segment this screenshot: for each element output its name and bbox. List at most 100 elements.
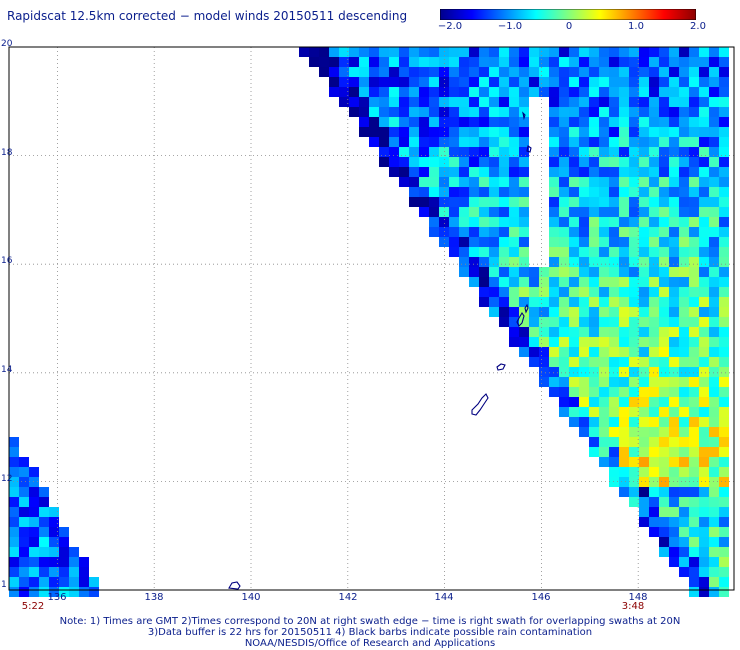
- swath-cell: [689, 577, 699, 587]
- swath-cell: [599, 217, 609, 227]
- swath-cell: [559, 397, 569, 407]
- swath-cell: [659, 57, 669, 67]
- swath-cell: [689, 147, 699, 157]
- swath-cell: [499, 107, 509, 117]
- swath-cell: [709, 477, 719, 487]
- swath-cell: [719, 247, 729, 257]
- swath-cell: [599, 47, 609, 57]
- swath-cell: [609, 167, 619, 177]
- swath-cell: [519, 257, 529, 267]
- swath-cell: [629, 107, 639, 117]
- swath-cell: [309, 57, 319, 67]
- swath-cell: [709, 457, 719, 467]
- swath-cell: [709, 397, 719, 407]
- swath-cell: [709, 197, 719, 207]
- swath-cell: [19, 457, 29, 467]
- swath-cell: [509, 327, 519, 337]
- swath-cell: [599, 247, 609, 257]
- swath-cell: [519, 277, 529, 287]
- swath-cell: [39, 517, 49, 527]
- swath-cell: [679, 367, 689, 377]
- swath-cell: [709, 157, 719, 167]
- swath-cell: [589, 47, 599, 57]
- swath-cell: [439, 77, 449, 87]
- swath-cell: [719, 107, 729, 117]
- swath-cell: [469, 197, 479, 207]
- swath-cell: [549, 97, 559, 107]
- swath-cell: [699, 307, 709, 317]
- swath-cell: [539, 287, 549, 297]
- swath-cell: [29, 497, 39, 507]
- swath-cell: [659, 327, 669, 337]
- colorbar-label-neg2: −2.0: [437, 21, 463, 32]
- swath-cell: [579, 407, 589, 417]
- swath-cell: [649, 187, 659, 197]
- swath-cell: [489, 277, 499, 287]
- swath-cell: [609, 387, 619, 397]
- swath-cell: [649, 87, 659, 97]
- swath-cell: [49, 537, 59, 547]
- swath-cell: [19, 467, 29, 477]
- swath-cell: [509, 137, 519, 147]
- swath-cell: [509, 247, 519, 257]
- swath-cell: [589, 57, 599, 67]
- swath-cell: [9, 567, 19, 577]
- swath-cell: [489, 107, 499, 117]
- swath-cell: [449, 47, 459, 57]
- swath-cell: [399, 87, 409, 97]
- swath-cell: [569, 167, 579, 177]
- swath-cell: [469, 257, 479, 267]
- swath-cell: [39, 567, 49, 577]
- swath-cell: [609, 367, 619, 377]
- swath-cell: [709, 407, 719, 417]
- swath-cell: [619, 457, 629, 467]
- swath-cell: [469, 67, 479, 77]
- swath-cell: [509, 67, 519, 77]
- swath-cell: [679, 197, 689, 207]
- swath-cell: [669, 407, 679, 417]
- swath-cell: [609, 87, 619, 97]
- swath-cell: [719, 337, 729, 347]
- swath-cell: [709, 277, 719, 287]
- swath-cell: [519, 127, 529, 137]
- swath-cell: [89, 587, 99, 597]
- swath-cell: [599, 57, 609, 67]
- lat-label-20: 20: [1, 39, 13, 49]
- swath-cell: [589, 137, 599, 147]
- swath-cell: [609, 237, 619, 247]
- swath-cell: [649, 137, 659, 147]
- swath-cell: [679, 517, 689, 527]
- swath-cell: [679, 397, 689, 407]
- swath-cell: [539, 297, 549, 307]
- swath-cell: [499, 277, 509, 287]
- swath-cell: [529, 77, 539, 87]
- swath-cell: [419, 47, 429, 57]
- swath-cell: [619, 137, 629, 147]
- swath-cell: [19, 577, 29, 587]
- swath-cell: [389, 77, 399, 87]
- swath-cell: [589, 277, 599, 287]
- swath-cell: [689, 67, 699, 77]
- swath-cell: [629, 487, 639, 497]
- swath-cell: [579, 117, 589, 127]
- swath-cell: [599, 157, 609, 167]
- swath-cell: [599, 377, 609, 387]
- swath-cell: [599, 277, 609, 287]
- swath-cell: [549, 357, 559, 367]
- colorbar-label-1: 1.0: [628, 21, 644, 32]
- swath-cell: [689, 537, 699, 547]
- swath-cell: [509, 337, 519, 347]
- swath-cell: [19, 587, 29, 597]
- swath-cell: [519, 67, 529, 77]
- swath-cell: [579, 47, 589, 57]
- swath-cell: [389, 47, 399, 57]
- swath-cell: [439, 177, 449, 187]
- swath-cell: [489, 297, 499, 307]
- swath-cell: [499, 197, 509, 207]
- swath-cell: [619, 327, 629, 337]
- swath-cell: [509, 267, 519, 277]
- swath-cell: [639, 447, 649, 457]
- swath-cell: [359, 77, 369, 87]
- swath-cell: [569, 97, 579, 107]
- swath-cell: [619, 127, 629, 137]
